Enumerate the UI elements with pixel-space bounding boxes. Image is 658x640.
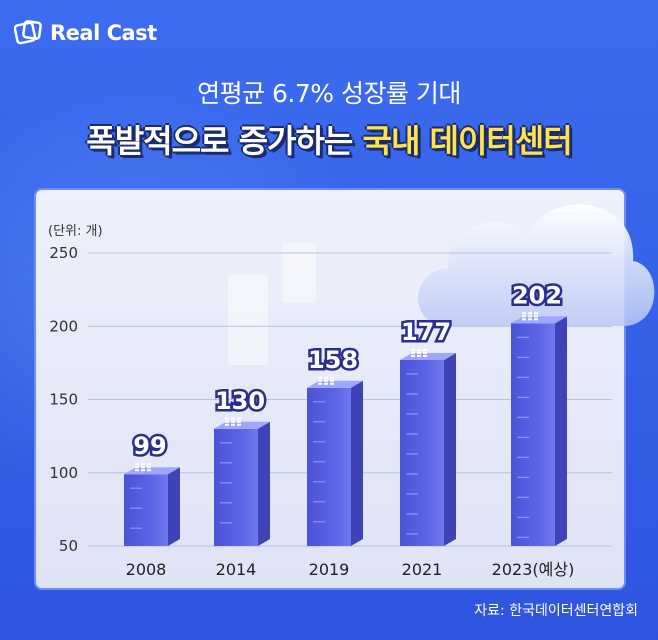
subtitle: 연평균 6.7% 성장률 기대 [197, 79, 461, 108]
bar-3 [400, 359, 444, 546]
bar-4 [511, 323, 555, 546]
server-icon [318, 376, 322, 379]
server-icon [411, 348, 415, 351]
x-tick-label-4: 2023(예상) [492, 560, 575, 579]
server-icon [324, 379, 328, 382]
server-icon [147, 469, 151, 472]
server-icon [534, 312, 538, 315]
server-icon [141, 469, 145, 472]
y-tick-label-150: 150 [49, 391, 78, 409]
server-icon [417, 354, 421, 357]
server-icon [147, 466, 151, 469]
bar-top-1 [214, 421, 270, 429]
server-icon [330, 382, 334, 385]
server-icon [231, 423, 235, 426]
server-icon [324, 382, 328, 385]
server-icon [417, 348, 421, 351]
y-tick-label-50: 50 [59, 537, 78, 555]
server-icon [528, 318, 532, 321]
value-label-0: 99 [133, 432, 166, 460]
y-tick-label-100: 100 [49, 464, 78, 482]
server-icon [141, 463, 145, 466]
server-icon [411, 351, 415, 354]
value-label-3: 177 [401, 318, 451, 346]
x-tick-label-3: 2021 [402, 560, 443, 579]
server-icon [135, 463, 139, 466]
server-icon [522, 318, 526, 321]
source-note: 자료: 한국데이터센터연합회 [474, 603, 638, 619]
page-title: 폭발적으로 증가하는 국내 데이터센터 [0, 116, 658, 162]
server-icon [231, 420, 235, 423]
brand-logo: Real Cast [13, 16, 157, 50]
server-icon [225, 420, 229, 423]
title-part-1: 폭발적으로 증가하는 [86, 122, 363, 160]
bar-top-3 [400, 352, 456, 360]
server-icon [135, 466, 139, 469]
server-icon [147, 463, 151, 466]
server-icon [141, 466, 145, 469]
server-icon [423, 351, 427, 354]
server-icon [411, 354, 415, 357]
unit-label: (단위: 개) [48, 224, 103, 239]
server-icon [534, 315, 538, 318]
title-part-2: 국내 데이터센터 [362, 122, 573, 160]
bar-top-0 [124, 467, 180, 475]
server-icon [225, 423, 229, 426]
bar-top-2 [307, 380, 363, 388]
y-tick-label-250: 250 [49, 244, 78, 262]
value-label-4: 202 [512, 281, 562, 309]
server-icon [231, 417, 235, 420]
brand-name: Real Cast [50, 21, 157, 45]
server-icon [330, 379, 334, 382]
background-server-1 [228, 275, 268, 365]
server-icon [237, 420, 241, 423]
server-icon [237, 417, 241, 420]
value-label-1: 130 [215, 387, 265, 415]
server-icon [423, 354, 427, 357]
x-tick-label-2: 2019 [309, 560, 350, 579]
server-icon [423, 348, 427, 351]
x-tick-label-0: 2008 [126, 560, 167, 579]
bar-side-2 [351, 380, 363, 546]
server-icon [324, 376, 328, 379]
bar-side-1 [258, 421, 270, 546]
y-tick-label-200: 200 [49, 317, 78, 335]
server-icon [522, 315, 526, 318]
bar-side-4 [555, 316, 567, 546]
bar-side-3 [444, 352, 456, 546]
server-icon [225, 417, 229, 420]
bar-top-4 [511, 316, 567, 324]
server-icon [522, 312, 526, 315]
server-icon [528, 312, 532, 315]
bar-2 [307, 387, 351, 546]
bar-1 [214, 428, 258, 546]
value-label-2: 158 [308, 346, 358, 374]
server-icon [318, 379, 322, 382]
server-icon [135, 469, 139, 472]
cloud-icon [418, 204, 655, 326]
x-tick-label-1: 2014 [216, 560, 257, 579]
server-icon [528, 315, 532, 318]
server-icon [417, 351, 421, 354]
bar-side-0 [168, 467, 180, 546]
server-icon [330, 376, 334, 379]
server-icon [237, 423, 241, 426]
server-icon [318, 382, 322, 385]
server-icon [534, 318, 538, 321]
logo-icon [13, 18, 44, 48]
background-server-2 [282, 243, 316, 303]
bar-0 [124, 474, 168, 546]
